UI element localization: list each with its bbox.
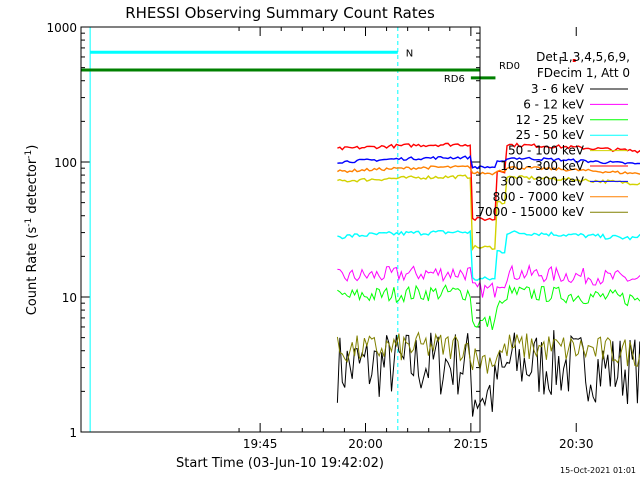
x-tick-label: 19:45	[243, 437, 278, 451]
legend-entry-label: 300 - 800 keV	[500, 174, 584, 188]
flag-bars: NSFRD0RD6	[81, 48, 576, 85]
flag-mark-f	[572, 58, 576, 62]
x-axis-label: Start Time (03-Jun-10 19:42:02)	[176, 456, 384, 471]
series-line	[337, 142, 640, 222]
flag-label-rd6: RD6	[444, 74, 465, 85]
x-tick-label: 20:15	[454, 437, 489, 451]
series-line	[337, 263, 640, 298]
chart-title: RHESSI Observing Summary Count Rates	[125, 4, 435, 22]
y-tick-label: 1000	[46, 21, 77, 35]
event-markers	[89, 27, 399, 432]
legend-entry-label: 7000 - 15000 keV	[477, 205, 584, 219]
y-label-sup1: -1	[24, 218, 34, 227]
series-line	[336, 331, 640, 374]
legend-entry-label: 800 - 7000 keV	[493, 190, 585, 204]
series-line	[337, 174, 640, 252]
legend-entry-label: 12 - 25 keV	[516, 113, 585, 127]
series-line	[337, 165, 640, 176]
x-tick-label: 20:30	[559, 437, 594, 451]
x-tick-label: 20:00	[348, 437, 383, 451]
y-label-sup2: -1	[24, 150, 34, 159]
y-tick-label: 10	[62, 291, 77, 305]
series-line	[337, 284, 640, 331]
y-axis-label: Count Rate (s-1 detector-1)	[24, 145, 40, 316]
series-line	[337, 229, 640, 281]
legend-entry-label: 6 - 12 keV	[523, 97, 585, 111]
series-line	[336, 330, 640, 417]
plot-frame	[80, 26, 481, 433]
y-tick-label: 1	[69, 426, 77, 440]
y-label-mid: detector	[25, 158, 40, 218]
legend-entry-label: 50 - 100 keV	[508, 144, 585, 158]
flag-label-f: F	[559, 56, 565, 67]
series-line	[337, 154, 640, 170]
flag-label-n: N	[406, 48, 413, 59]
y-label-end: )	[25, 145, 40, 150]
legend-header-1: Det 1,3,4,5,6,9,	[536, 50, 630, 64]
legend-entry-label: 25 - 50 keV	[516, 128, 585, 142]
legend: Det 1,3,4,5,6,9, FDecim 1, Att 0 3 - 6 k…	[477, 50, 630, 219]
legend-entry-label: 3 - 6 keV	[531, 82, 585, 96]
series-lines	[336, 142, 640, 417]
flag-label-rd0: RD0	[499, 61, 520, 72]
generated-timestamp: 15-Oct-2021 01:01	[560, 466, 636, 475]
y-label-main: Count Rate (s	[25, 227, 40, 316]
legend-entry-label: 100 - 300 keV	[500, 159, 584, 173]
y-tick-label: 100	[54, 156, 77, 170]
legend-header-2: FDecim 1, Att 0	[537, 66, 630, 80]
